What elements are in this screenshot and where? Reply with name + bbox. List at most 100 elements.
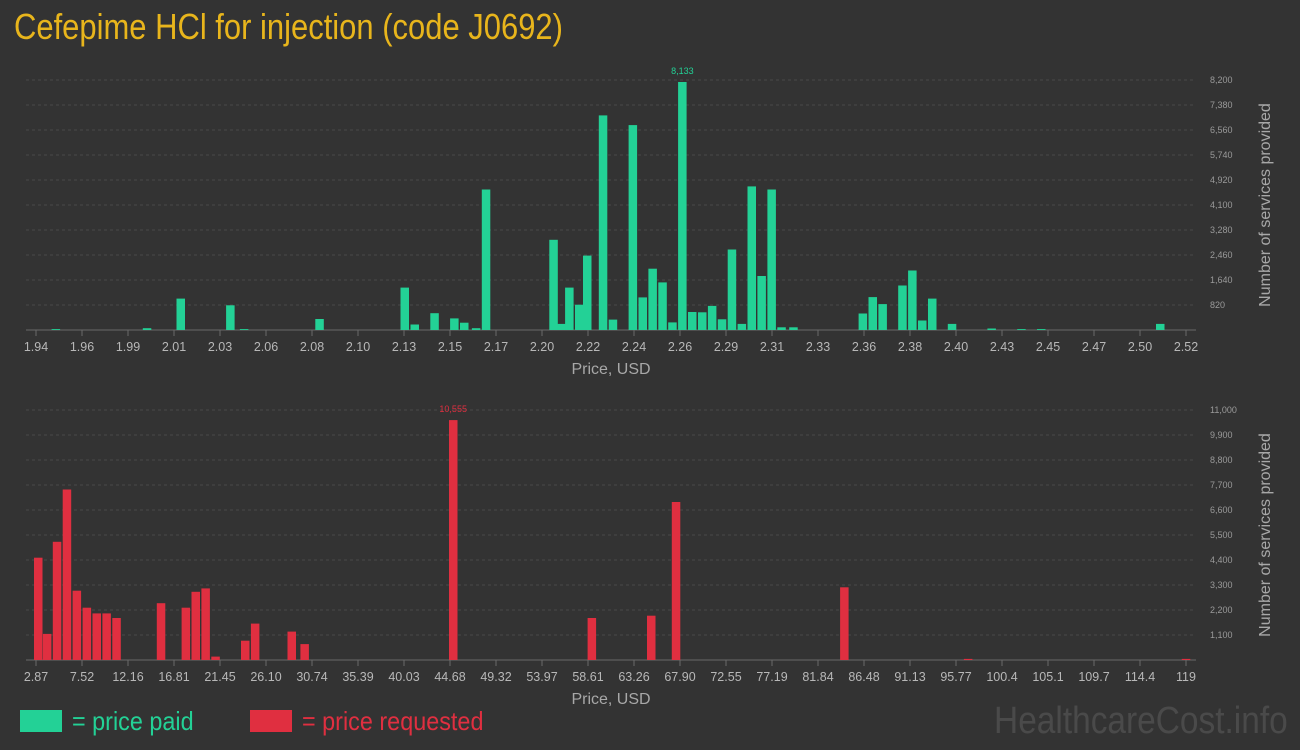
peak-value-label: 8,133 — [671, 66, 694, 76]
bar — [400, 287, 409, 330]
bar — [112, 618, 121, 660]
bar — [698, 312, 707, 330]
bar — [241, 640, 250, 660]
y-tick-label: 9,900 — [1210, 430, 1233, 440]
y-tick-label: 2,200 — [1210, 605, 1233, 615]
bar — [648, 268, 657, 330]
legend-label-paid: = price paid — [72, 705, 194, 736]
bar — [658, 282, 667, 330]
bar — [908, 270, 917, 330]
bar — [583, 255, 592, 330]
bar — [142, 328, 152, 330]
bar — [898, 285, 907, 330]
bar — [481, 189, 491, 330]
bar — [557, 323, 566, 330]
x-tick-label: 2.22 — [576, 340, 600, 354]
bar — [62, 489, 72, 660]
bar — [156, 603, 166, 660]
x-tick-label: 2.43 — [990, 340, 1014, 354]
x-tick-label: 86.48 — [848, 670, 879, 684]
x-tick-label: 44.68 — [434, 670, 465, 684]
bar — [52, 541, 62, 660]
y-tick-label: 4,100 — [1210, 200, 1233, 210]
x-tick-label: 105.1 — [1032, 670, 1063, 684]
bar — [737, 323, 747, 330]
bar — [747, 186, 756, 330]
bar — [82, 607, 92, 660]
x-tick-label: 12.16 — [112, 670, 143, 684]
y-tick-label: 4,400 — [1210, 555, 1233, 565]
bar — [300, 644, 309, 660]
bar — [628, 125, 638, 330]
x-tick-label: 26.10 — [250, 670, 281, 684]
bar — [717, 319, 727, 330]
x-tick-label: 35.39 — [342, 670, 373, 684]
bar — [777, 327, 786, 330]
x-tick-label: 2.26 — [668, 340, 692, 354]
bar — [707, 305, 717, 330]
legend-swatch-requested — [250, 710, 292, 732]
bar — [549, 239, 558, 330]
y-tick-label: 6,600 — [1210, 505, 1233, 515]
bar — [678, 82, 687, 330]
x-tick-label: 2.40 — [944, 340, 968, 354]
x-tick-label: 2.17 — [484, 340, 508, 354]
bar — [575, 304, 584, 330]
bar — [668, 322, 677, 330]
y-tick-label: 5,740 — [1210, 150, 1233, 160]
bar — [191, 591, 200, 660]
x-axis-label: Price, USD — [571, 361, 650, 378]
bar — [587, 618, 597, 660]
x-tick-label: 2.36 — [852, 340, 876, 354]
x-tick-label: 1.94 — [24, 340, 48, 354]
bar — [565, 287, 574, 330]
x-tick-label: 49.32 — [480, 670, 511, 684]
x-tick-label: 2.06 — [254, 340, 278, 354]
x-tick-label: 2.03 — [208, 340, 232, 354]
y-tick-label: 2,460 — [1210, 250, 1233, 260]
legend-item-paid: = price paid — [20, 704, 207, 738]
bar — [608, 319, 618, 330]
y-axis-label: Number of services provided — [1257, 103, 1274, 307]
y-tick-label: 820 — [1210, 300, 1225, 310]
bar — [287, 631, 296, 660]
bar — [727, 249, 737, 330]
bar — [430, 313, 439, 330]
bar — [963, 658, 973, 660]
x-tick-label: 2.10 — [346, 340, 370, 354]
y-axis-label: Number of services provided — [1257, 433, 1274, 637]
x-tick-label: 2.13 — [392, 340, 416, 354]
bar — [92, 613, 101, 660]
bar — [878, 304, 887, 330]
y-tick-label: 5,500 — [1210, 530, 1233, 540]
y-tick-label: 11,000 — [1210, 405, 1237, 415]
bar — [840, 587, 849, 660]
x-tick-label: 2.01 — [162, 340, 186, 354]
bar — [987, 328, 996, 330]
x-tick-label: 2.87 — [24, 670, 48, 684]
bar — [410, 324, 419, 330]
x-tick-label: 40.03 — [388, 670, 419, 684]
y-tick-label: 1,640 — [1210, 275, 1233, 285]
legend-item-requested: = price requested — [250, 704, 504, 738]
y-tick-label: 8,200 — [1210, 75, 1233, 85]
bar — [201, 588, 210, 660]
x-tick-label: 72.55 — [710, 670, 741, 684]
bar — [450, 318, 459, 330]
bar — [928, 298, 937, 330]
bar — [757, 276, 766, 330]
x-tick-label: 77.19 — [756, 670, 787, 684]
bar — [789, 327, 798, 330]
bar — [947, 323, 957, 330]
bar — [176, 298, 185, 330]
x-tick-label: 2.47 — [1082, 340, 1106, 354]
x-tick-label: 2.08 — [300, 340, 324, 354]
bar — [102, 613, 111, 660]
bar — [1156, 323, 1165, 330]
bar — [638, 297, 647, 330]
bar — [767, 189, 776, 330]
bar — [42, 633, 52, 660]
x-tick-label: 100.4 — [986, 670, 1017, 684]
y-tick-label: 3,300 — [1210, 580, 1233, 590]
